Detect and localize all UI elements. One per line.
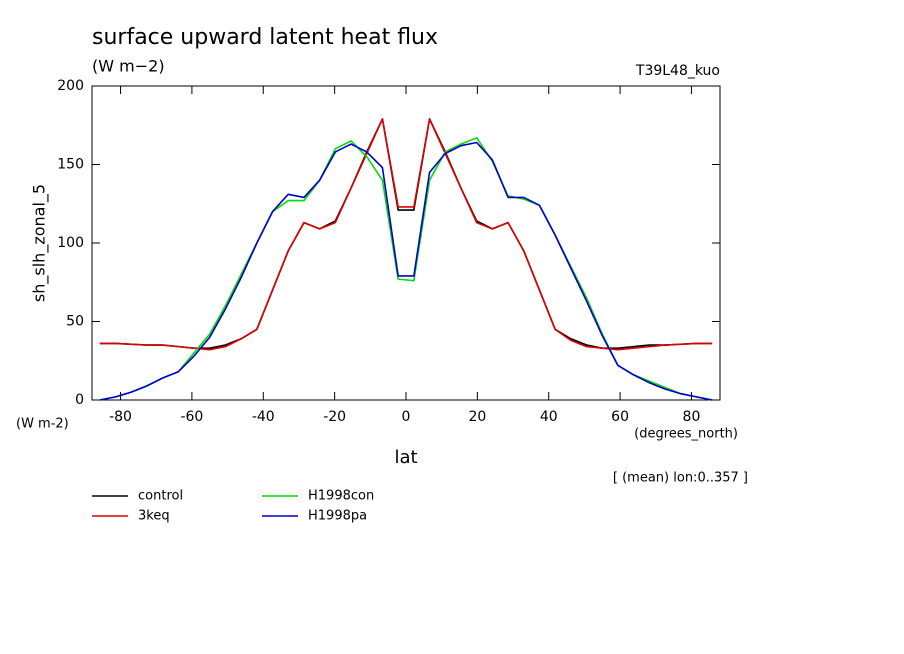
legend-label: H1998pa	[308, 509, 367, 524]
x-tick-label: -80	[109, 409, 132, 425]
legend-label: control	[138, 489, 183, 504]
y-tick-label: 100	[57, 235, 84, 251]
x-tick-label: -20	[323, 409, 346, 425]
legend-label: 3keq	[138, 509, 170, 524]
x-units: (degrees_north)	[634, 427, 738, 442]
legend-label: H1998con	[308, 489, 374, 504]
y-units: (W m-2)	[16, 417, 69, 432]
note: [ (mean) lon:0..357 ]	[613, 471, 748, 486]
y-tick-label: 0	[75, 392, 84, 408]
y-tick-label: 200	[57, 78, 84, 94]
x-tick-label: 60	[611, 409, 629, 425]
plot-frame	[91, 85, 721, 401]
y-tick-label: 150	[57, 157, 84, 173]
y-axis-label: sh_slh_zonal_5	[30, 184, 50, 302]
y-tick-label: 50	[66, 314, 84, 330]
x-tick-label: 40	[540, 409, 558, 425]
series-line	[99, 118, 713, 349]
x-tick-label: -40	[252, 409, 275, 425]
x-axis-label: lat	[394, 447, 417, 468]
series-line	[99, 137, 713, 401]
series-line	[99, 141, 713, 401]
chart-subtitle: (W m−2)	[92, 57, 165, 76]
x-tick-label: 20	[468, 409, 486, 425]
chart-title: surface upward latent heat flux	[92, 25, 438, 50]
series-line	[99, 118, 713, 351]
x-tick-label: 80	[683, 409, 701, 425]
x-tick-label: -60	[180, 409, 203, 425]
annotation: T39L48_kuo	[635, 63, 720, 79]
x-tick-label: 0	[402, 409, 411, 425]
